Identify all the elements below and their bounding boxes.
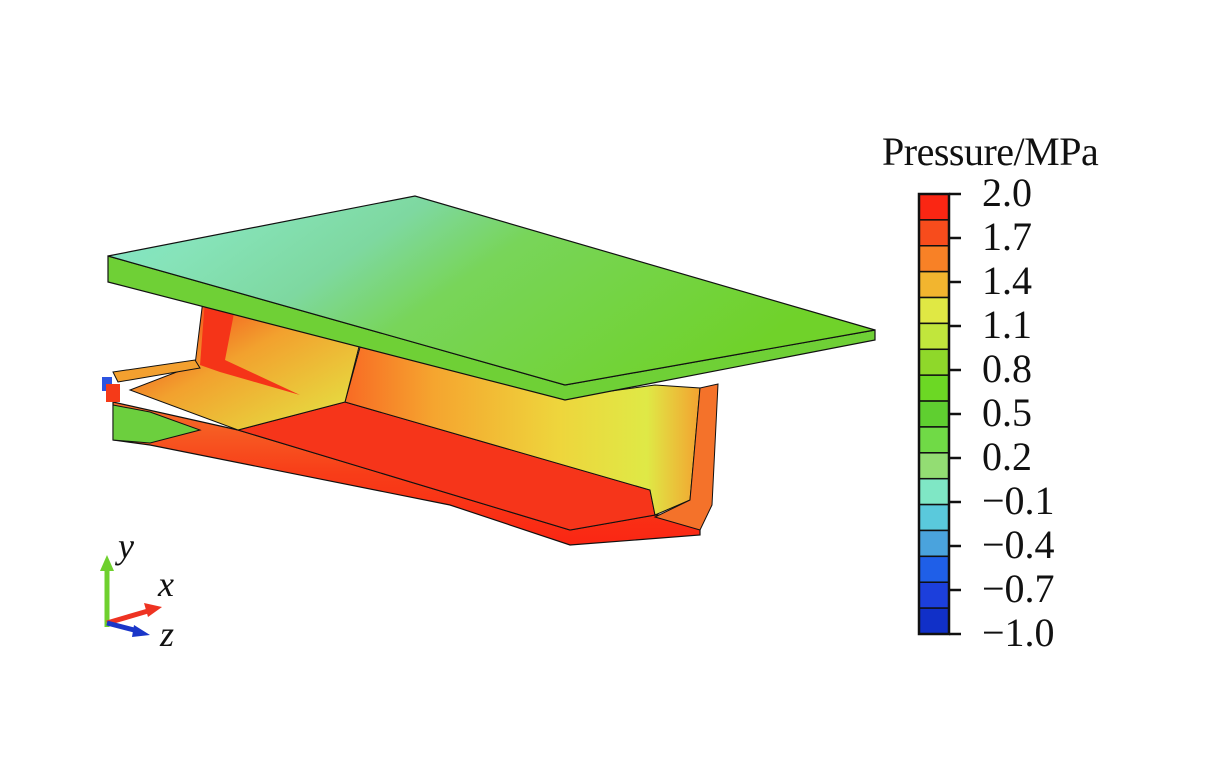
legend-swatch [918, 322, 950, 351]
left-stub [112, 404, 202, 444]
y-arrow-head-icon [100, 555, 114, 571]
legend-swatch [918, 426, 950, 454]
legend-swatch [918, 581, 950, 609]
legend-tick-label: −0.1 [982, 478, 1055, 523]
legend-swatch [918, 374, 950, 402]
legend-tick-label: −0.4 [982, 522, 1055, 567]
legend-tick-label: 1.7 [982, 214, 1032, 259]
color-bar [917, 192, 961, 636]
legend-swatch [918, 348, 950, 376]
z-axis-arrow [106, 620, 139, 634]
legend-tick-label: 0.2 [982, 434, 1032, 479]
legend-swatch [918, 296, 950, 325]
legend-swatch [918, 400, 950, 428]
left-edge-hot [106, 384, 120, 402]
legend-swatch [918, 477, 950, 506]
legend-tick-label: 1.1 [982, 302, 1032, 347]
z-axis-label: z [160, 614, 175, 654]
legend-swatch [918, 219, 950, 247]
legend-title: Pressure/MPa [882, 129, 1099, 174]
legend-swatch [918, 529, 950, 558]
legend-tick-label: −1.0 [982, 610, 1055, 655]
legend-swatch [918, 270, 950, 299]
legend-swatch [918, 503, 950, 532]
x-axis-arrow [106, 608, 149, 626]
legend-swatch [918, 193, 950, 221]
x-arrow-head-icon [144, 603, 162, 617]
legend-tick-label: 0.8 [982, 346, 1032, 391]
legend-swatch [918, 245, 950, 273]
legend-swatch [918, 555, 950, 583]
y-axis-label: y [118, 526, 134, 566]
legend-tick-label: 1.4 [982, 258, 1032, 303]
legend-swatch [918, 607, 950, 635]
legend-tick-label: 0.5 [982, 390, 1032, 435]
z-arrow-head-icon [132, 625, 150, 637]
right-web-side [653, 383, 719, 531]
left-flange-top [112, 359, 201, 383]
legend-tick-label: 2.0 [982, 170, 1032, 215]
left-hot-spot [200, 300, 300, 395]
legend-tick-label: −0.7 [982, 566, 1055, 611]
legend-swatch [918, 452, 950, 480]
top-slab [107, 195, 876, 386]
x-axis-label: x [158, 564, 174, 604]
axis-triad [100, 555, 162, 637]
